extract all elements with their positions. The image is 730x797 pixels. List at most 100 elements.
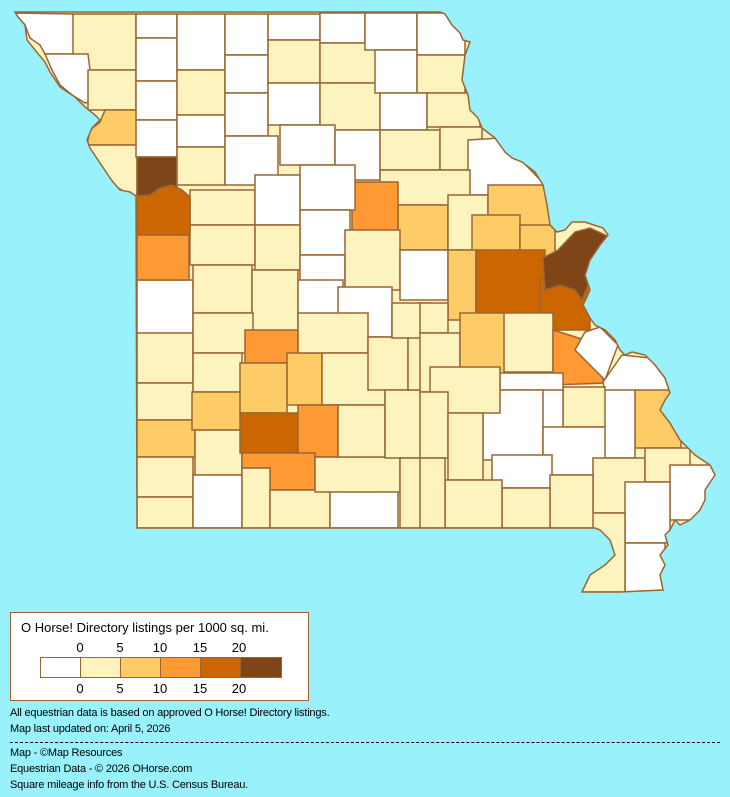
- county: [192, 474, 243, 529]
- divider: [10, 742, 720, 743]
- legend-swatch: [161, 658, 201, 677]
- county: [43, 53, 101, 104]
- legend-top-label: 20: [231, 640, 247, 655]
- county: [503, 312, 554, 373]
- county: [419, 302, 449, 334]
- county: [267, 13, 321, 41]
- legend-swatch: [201, 658, 241, 677]
- county: [251, 269, 299, 333]
- county: [176, 114, 226, 148]
- legend-top-label: 10: [152, 640, 168, 655]
- county: [286, 352, 323, 406]
- state-border: [13, 11, 716, 593]
- legend-swatch: [81, 658, 121, 677]
- county: [136, 332, 194, 384]
- county: [176, 69, 226, 116]
- county: [254, 224, 301, 271]
- county: [15, 12, 78, 55]
- legend-top-label: 15: [192, 640, 208, 655]
- county: [267, 39, 321, 84]
- legend-title: O Horse! Directory listings per 1000 sq.…: [21, 620, 269, 635]
- county: [416, 54, 466, 94]
- county: [447, 412, 484, 481]
- county: [444, 479, 503, 529]
- county: [562, 386, 606, 428]
- county: [399, 249, 449, 301]
- county: [176, 146, 226, 186]
- county: [135, 37, 178, 82]
- county: [224, 92, 269, 137]
- county: [419, 457, 446, 529]
- county: [419, 391, 449, 459]
- county: [314, 456, 401, 493]
- county: [192, 312, 254, 354]
- county: [136, 279, 194, 336]
- county: [87, 69, 137, 111]
- county: [267, 82, 321, 126]
- county: [136, 382, 194, 421]
- county: [299, 164, 356, 211]
- county: [189, 189, 256, 226]
- county: [192, 264, 253, 314]
- county: [279, 124, 336, 166]
- county: [254, 174, 301, 226]
- county: [189, 224, 256, 266]
- county: [224, 54, 269, 94]
- map-credit: Map - ©Map Resources: [10, 747, 123, 759]
- legend-bottom-label: 10: [152, 681, 168, 696]
- county: [319, 82, 381, 131]
- county: [299, 209, 351, 256]
- county: [135, 80, 178, 121]
- county: [549, 474, 594, 529]
- county-layer: [15, 12, 715, 592]
- legend-bottom-label: 0: [76, 681, 84, 696]
- county: [416, 12, 466, 56]
- county: [239, 362, 288, 414]
- legend-top-label: 0: [76, 640, 84, 655]
- county: [136, 456, 194, 498]
- missouri-county-map: [13, 11, 716, 593]
- county: [135, 13, 178, 39]
- county: [194, 429, 243, 476]
- county: [224, 13, 269, 56]
- county: [574, 326, 619, 382]
- legend-bottom-label: 15: [192, 681, 208, 696]
- data-credit: Equestrian Data - © 2026 OHorse.com: [10, 763, 193, 775]
- legend: O Horse! Directory listings per 1000 sq.…: [10, 612, 309, 701]
- county: [624, 481, 671, 544]
- county: [337, 404, 386, 458]
- county: [475, 249, 546, 314]
- county: [501, 487, 551, 529]
- county: [344, 229, 401, 291]
- county: [191, 391, 243, 431]
- county: [364, 12, 418, 51]
- county: [329, 489, 399, 529]
- county: [85, 144, 138, 198]
- county: [136, 419, 196, 458]
- legend-color-bar: [40, 657, 282, 678]
- legend-swatch: [241, 658, 281, 677]
- county: [136, 234, 190, 281]
- legend-bottom-label: 5: [116, 681, 124, 696]
- county: [624, 542, 666, 592]
- last-updated-note: Map last updated on: April 5, 2026: [10, 723, 171, 735]
- county: [426, 92, 481, 128]
- county: [634, 389, 682, 449]
- county: [297, 404, 339, 458]
- data-source-note: All equestrian data is based on approved…: [10, 707, 330, 719]
- legend-bottom-label: 20: [231, 681, 247, 696]
- county: [669, 464, 715, 521]
- county: [192, 352, 243, 393]
- county: [135, 119, 178, 158]
- county: [397, 204, 449, 251]
- census-credit: Square mileage info from the U.S. Census…: [10, 779, 249, 791]
- legend-top-label: 5: [116, 640, 124, 655]
- county: [367, 336, 409, 391]
- county: [297, 312, 369, 354]
- county: [241, 467, 271, 529]
- county: [297, 279, 344, 316]
- legend-swatch: [121, 658, 161, 677]
- county: [447, 249, 477, 321]
- county: [319, 12, 366, 44]
- county: [136, 496, 194, 529]
